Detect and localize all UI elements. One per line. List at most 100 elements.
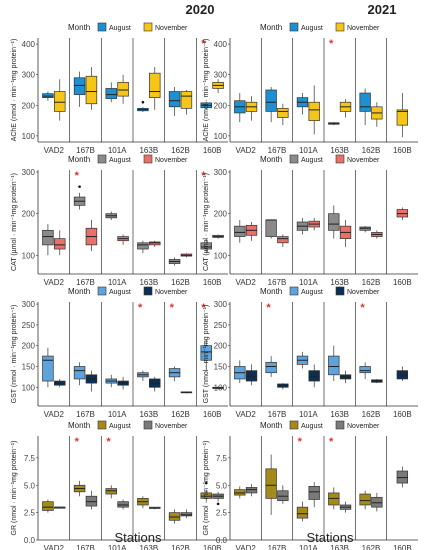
box-body: [117, 501, 129, 508]
panel-ache-2020: Month August November 100 200 300 400 AChE (nmo…: [11, 22, 228, 155]
y-tick-label: 5.0: [24, 481, 36, 490]
y-tick-label: 0.0: [216, 536, 228, 545]
legend-label-november: November: [155, 25, 188, 32]
station-label-101a: 101A: [299, 410, 318, 419]
box-body: [265, 361, 277, 374]
box-160b-august: [200, 238, 212, 254]
box-167b-november: [85, 490, 98, 510]
legend-swatch-august: [97, 154, 107, 164]
box-vad2-november: [54, 230, 66, 256]
legend-swatch-august: [289, 22, 299, 32]
station-label-163b: 163B: [139, 278, 158, 287]
box-body: [85, 495, 98, 507]
y-tick-label: 7.5: [24, 454, 36, 463]
legend-title: Month: [68, 421, 90, 430]
station-label-163b: 163B: [330, 544, 349, 550]
box-body: [168, 91, 181, 108]
outlier-point: [204, 481, 208, 485]
station-label-163b: 163B: [139, 410, 158, 419]
box-160b-november: [212, 79, 224, 94]
box-162b-november: [180, 391, 193, 394]
y-tick-label: 2.5: [24, 509, 36, 518]
box-body: [277, 108, 289, 118]
panel-gr-2020: Month August November 0.0 2.5 5.0 7.5 GR (nmol …: [11, 420, 228, 550]
box-160b-november: [396, 466, 409, 488]
legend-label-november: November: [155, 157, 188, 164]
box-163b-november: [339, 219, 352, 247]
station-label-160b: 160B: [203, 146, 222, 155]
box-body: [396, 109, 409, 126]
legend-swatch-november: [143, 154, 153, 164]
station-label-162b: 162B: [171, 278, 190, 287]
y-axis-label: AChE (nmol · min⁻¹mg protein⁻¹): [11, 39, 18, 142]
station-label-167b: 167B: [76, 544, 95, 550]
box-167b-august: [265, 356, 277, 377]
legend-swatch-august: [97, 420, 107, 430]
legend-label-august: August: [301, 289, 323, 296]
box-101a-november: [308, 85, 320, 135]
station-label-vad2: VAD2: [236, 146, 257, 155]
legend-swatch-november: [335, 154, 345, 164]
station-label-160b: 160B: [203, 278, 222, 287]
box-vad2-august: [234, 93, 246, 123]
y-tick-label: 300: [22, 71, 36, 80]
y-tick-label: 400: [22, 40, 36, 49]
box-101a-november: [308, 364, 320, 388]
significance-asterisk: *: [201, 38, 206, 50]
box-body: [73, 77, 86, 95]
box-body: [105, 488, 117, 495]
box-163b-august: [328, 487, 340, 510]
station-label-162b: 162B: [362, 544, 381, 550]
box-163b-november: [339, 99, 352, 118]
station-label-101a: 101A: [108, 146, 127, 155]
box-body: [85, 75, 98, 105]
significance-asterisk: *: [360, 302, 365, 314]
legend-title: Month: [68, 23, 90, 32]
box-body: [328, 213, 340, 231]
box-body: [245, 370, 258, 382]
significance-asterisk: *: [266, 302, 271, 314]
box-body: [234, 225, 246, 237]
station-label-162b: 162B: [171, 544, 190, 550]
y-tick-label: 300: [214, 71, 228, 80]
station-label-162b: 162B: [362, 278, 381, 287]
legend-label-august: August: [301, 25, 323, 32]
station-label-vad2: VAD2: [44, 410, 65, 419]
box-101a-november: [117, 499, 129, 510]
significance-asterisk: *: [298, 436, 303, 448]
legend-title: Month: [260, 155, 282, 164]
box-162b-november: [371, 230, 383, 239]
station-label-167b: 167B: [268, 278, 287, 287]
legend-title: Month: [260, 421, 282, 430]
box-162b-november: [180, 253, 193, 258]
box-167b-august: [265, 86, 277, 123]
x-axis-title-2021: Stations: [306, 530, 354, 545]
station-label-vad2: VAD2: [44, 544, 65, 550]
y-axis-label: CAT (µmol · min⁻¹mg protein⁻¹): [11, 173, 18, 271]
legend-label-november: November: [155, 423, 188, 430]
y-tick-label: 100: [22, 383, 36, 392]
significance-asterisk: *: [170, 302, 175, 314]
y-axis-label: CAT (µmol · min⁻¹mg protein⁻¹): [203, 173, 210, 271]
box-163b-november: [339, 370, 352, 384]
box-160b-november: [396, 366, 409, 382]
station-label-163b: 163B: [330, 278, 349, 287]
box-body: [54, 238, 66, 250]
legend-title: Month: [260, 23, 282, 32]
panel-gst-2021: Month August November 100 150 200 250 300 GST (n…: [203, 286, 418, 419]
y-tick-label: 7.5: [216, 454, 228, 463]
legend-label-november: November: [347, 157, 380, 164]
box-vad2-august: [42, 499, 54, 513]
station-label-163b: 163B: [139, 544, 158, 550]
box-167b-august: [265, 219, 277, 239]
box-167b-november: [85, 370, 98, 392]
y-tick-label: 150: [214, 362, 228, 371]
box-body: [296, 506, 309, 519]
box-body: [168, 512, 181, 521]
station-label-160b: 160B: [393, 146, 412, 155]
box-101a-august: [296, 501, 309, 522]
box-160b-august: [200, 101, 212, 109]
y-tick-label: 200: [214, 210, 228, 219]
box-vad2-august: [234, 219, 246, 243]
legend-swatch-august: [289, 286, 299, 296]
